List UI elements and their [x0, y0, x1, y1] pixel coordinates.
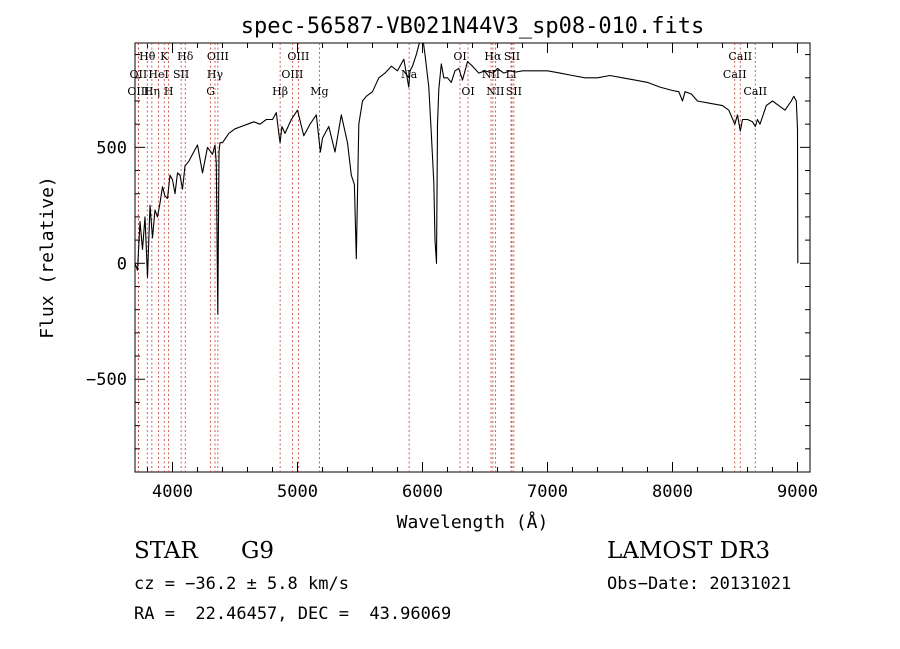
obs-date: Obs−Date: 20131021 [607, 574, 792, 594]
x-tick-label: 9000 [777, 482, 818, 502]
line-marker-label: Hγ [207, 68, 224, 81]
redshift-cz: cz = −36.2 ± 5.8 km/s [134, 574, 349, 594]
x-tick-label: 7000 [527, 482, 568, 502]
line-marker-label: Hδ [177, 50, 194, 63]
line-marker-label: NII [482, 68, 500, 81]
line-marker-label: Hθ [139, 50, 156, 63]
line-marker-label: OIII [127, 85, 149, 98]
line-marker-label: K [160, 50, 169, 63]
line-marker-label: OII [130, 68, 148, 81]
x-axis-label: Wavelength (Å) [397, 511, 549, 533]
object-subclass: G9 [241, 538, 275, 564]
y-tick-label: 0 [117, 254, 127, 274]
line-marker-label: CaII [743, 85, 767, 98]
line-marker-label: SII [504, 50, 520, 63]
y-tick-label: 500 [96, 138, 127, 158]
line-marker-label: Hα [484, 50, 502, 63]
plot-frame [134, 42, 811, 473]
coordinates: RA = 22.46457, DEC = 43.96069 [134, 604, 452, 624]
line-marker-label: NII [486, 85, 504, 98]
line-marker-label: CaII [723, 68, 747, 81]
line-marker-label: OI [461, 85, 474, 98]
line-marker-label: HeI [148, 68, 168, 81]
line-marker-label: OIII [287, 50, 309, 63]
line-marker-label: Li [506, 68, 517, 81]
line-marker-label: H [164, 85, 174, 98]
line-marker-label: SII [506, 85, 522, 98]
line-marker-label: OI [453, 50, 466, 63]
spectrum-series-line [135, 43, 799, 315]
x-tick-label: 6000 [402, 482, 443, 502]
line-marker-label: Mg [310, 85, 328, 98]
survey-label: LAMOST DR3 [607, 538, 771, 564]
chart-title: spec-56587-VB021N44V3_sp08-010.fits [241, 14, 705, 39]
x-tick-label: 5000 [277, 482, 318, 502]
line-marker-label: Hβ [272, 85, 288, 98]
line-marker-label: CaII [728, 50, 752, 63]
object-class: STAR [134, 538, 198, 564]
line-marker-label: SII [173, 68, 189, 81]
x-tick-label: 8000 [652, 482, 693, 502]
line-marker-label: OIII [207, 50, 229, 63]
x-tick-label: 4000 [152, 482, 193, 502]
y-axis-label: Flux (relative) [37, 176, 58, 339]
line-marker-label: Hη [144, 85, 160, 98]
line-marker-label: G [206, 85, 215, 98]
line-markers [137, 43, 756, 472]
y-tick-label: −500 [86, 370, 127, 390]
line-marker-label: OIII [281, 68, 303, 81]
